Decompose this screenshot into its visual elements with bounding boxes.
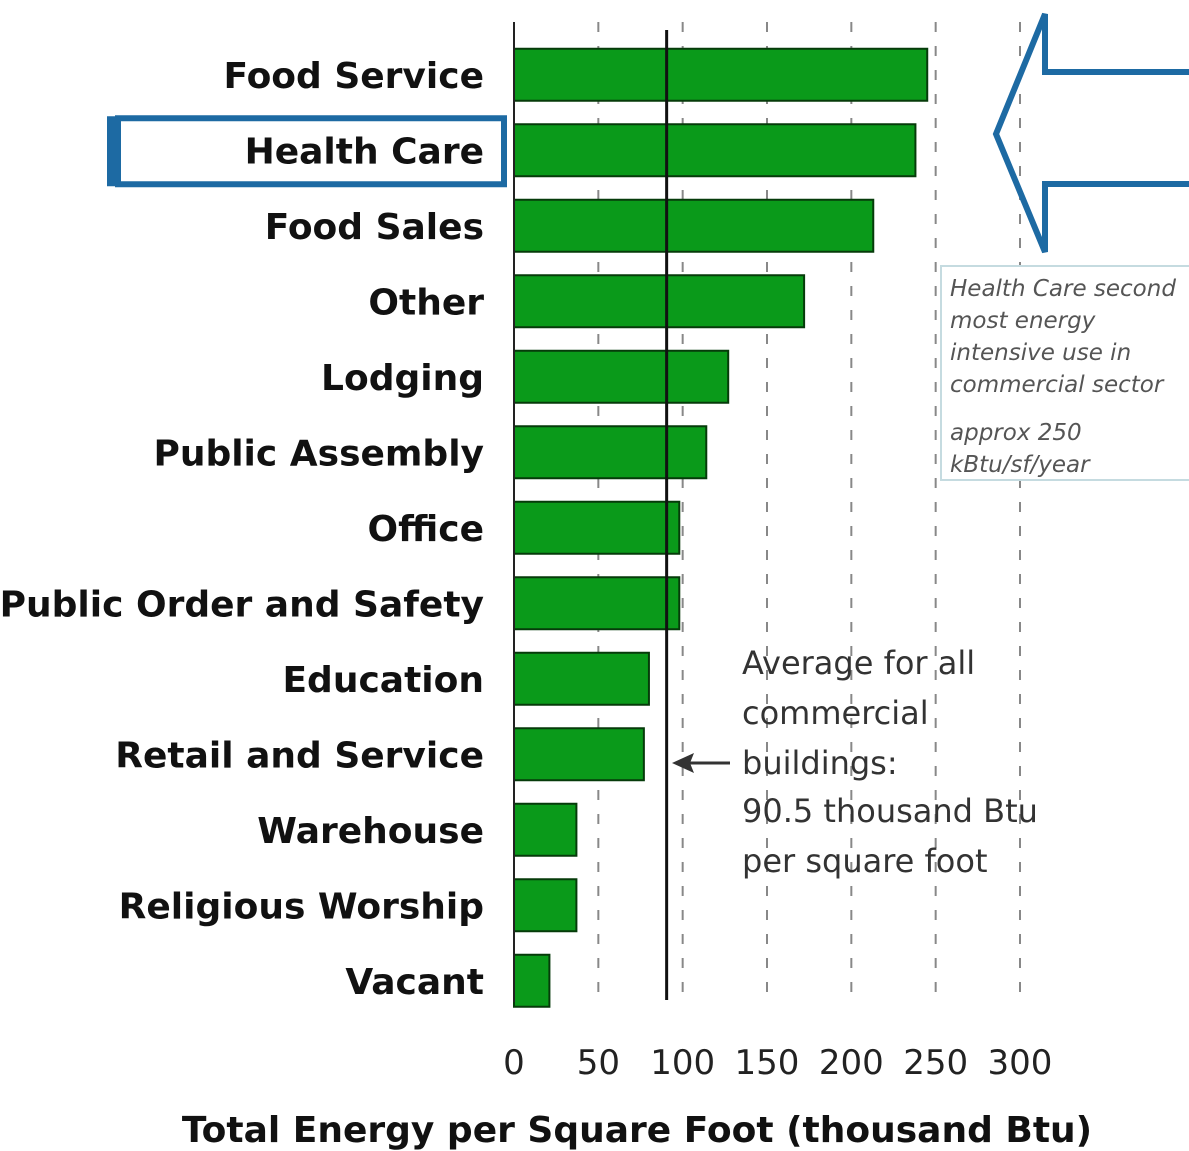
bar (513, 349, 730, 404)
bar (513, 425, 708, 480)
bar (513, 953, 551, 1008)
x-tick-label: 0 (503, 1043, 525, 1083)
callout-box (940, 265, 1189, 481)
x-tick-labels: 0 50 100 150 200 250 300 (503, 1043, 1052, 1083)
x-tick-label: 300 (988, 1043, 1053, 1083)
average-annotation: Average for all commercial buildings: 90.5 … (742, 644, 1038, 880)
arrow-head (672, 753, 694, 773)
category-labels: Food Service Health Care Food Sales Other Lo… (0, 56, 484, 1003)
callout-line: approx 250 (950, 420, 1082, 446)
category-label: Retail and Service (115, 735, 484, 776)
category-label: Food Service (223, 56, 484, 97)
bar (513, 802, 578, 857)
category-label: Public Assembly (153, 433, 484, 474)
bar (513, 500, 681, 555)
average-label-line: per square foot (742, 842, 987, 880)
health-care-callout: Health Care second most energy intensive u… (950, 276, 1176, 478)
bar (513, 47, 929, 102)
callout-line: most energy (950, 308, 1096, 334)
bar (513, 198, 875, 253)
callout-line: Health Care second (950, 276, 1176, 302)
bars (513, 47, 929, 1008)
highlight-arrow-icon (992, 12, 1189, 254)
x-tick-label: 200 (819, 1043, 884, 1083)
category-label: Religious Worship (119, 886, 484, 927)
x-tick-label: 250 (903, 1043, 968, 1083)
grid-lines (597, 22, 1021, 1002)
bar (513, 651, 650, 706)
category-label: Office (367, 509, 484, 550)
category-label: Other (368, 282, 484, 323)
average-label-line: Average for all (742, 644, 975, 682)
bar (513, 878, 578, 933)
category-label: Warehouse (257, 811, 484, 852)
category-label: Public Order and Safety (0, 584, 484, 625)
average-label-line: 90.5 thousand Btu (742, 792, 1038, 830)
x-axis-title: Total Energy per Square Foot (thousand B… (182, 1110, 1092, 1151)
category-label: Food Sales (265, 207, 484, 248)
average-arrow-icon (672, 753, 730, 773)
average-label-line: buildings: (742, 744, 898, 782)
category-label: Lodging (321, 358, 484, 399)
x-tick-label: 150 (735, 1043, 800, 1083)
x-tick-label: 100 (650, 1043, 715, 1083)
x-tick-label: 50 (577, 1043, 620, 1083)
category-label: Health Care (245, 131, 484, 172)
category-label: Vacant (345, 962, 484, 1003)
callout-line: commercial sector (950, 372, 1165, 398)
bar (513, 274, 806, 329)
category-label: Education (282, 660, 484, 701)
average-label-line: commercial (742, 694, 929, 732)
bar (513, 123, 917, 178)
bar (513, 727, 645, 782)
health-care-highlight-box (115, 115, 507, 188)
bar (513, 576, 681, 631)
callout-line: kBtu/sf/year (950, 452, 1091, 478)
callout-line: intensive use in (950, 340, 1131, 366)
